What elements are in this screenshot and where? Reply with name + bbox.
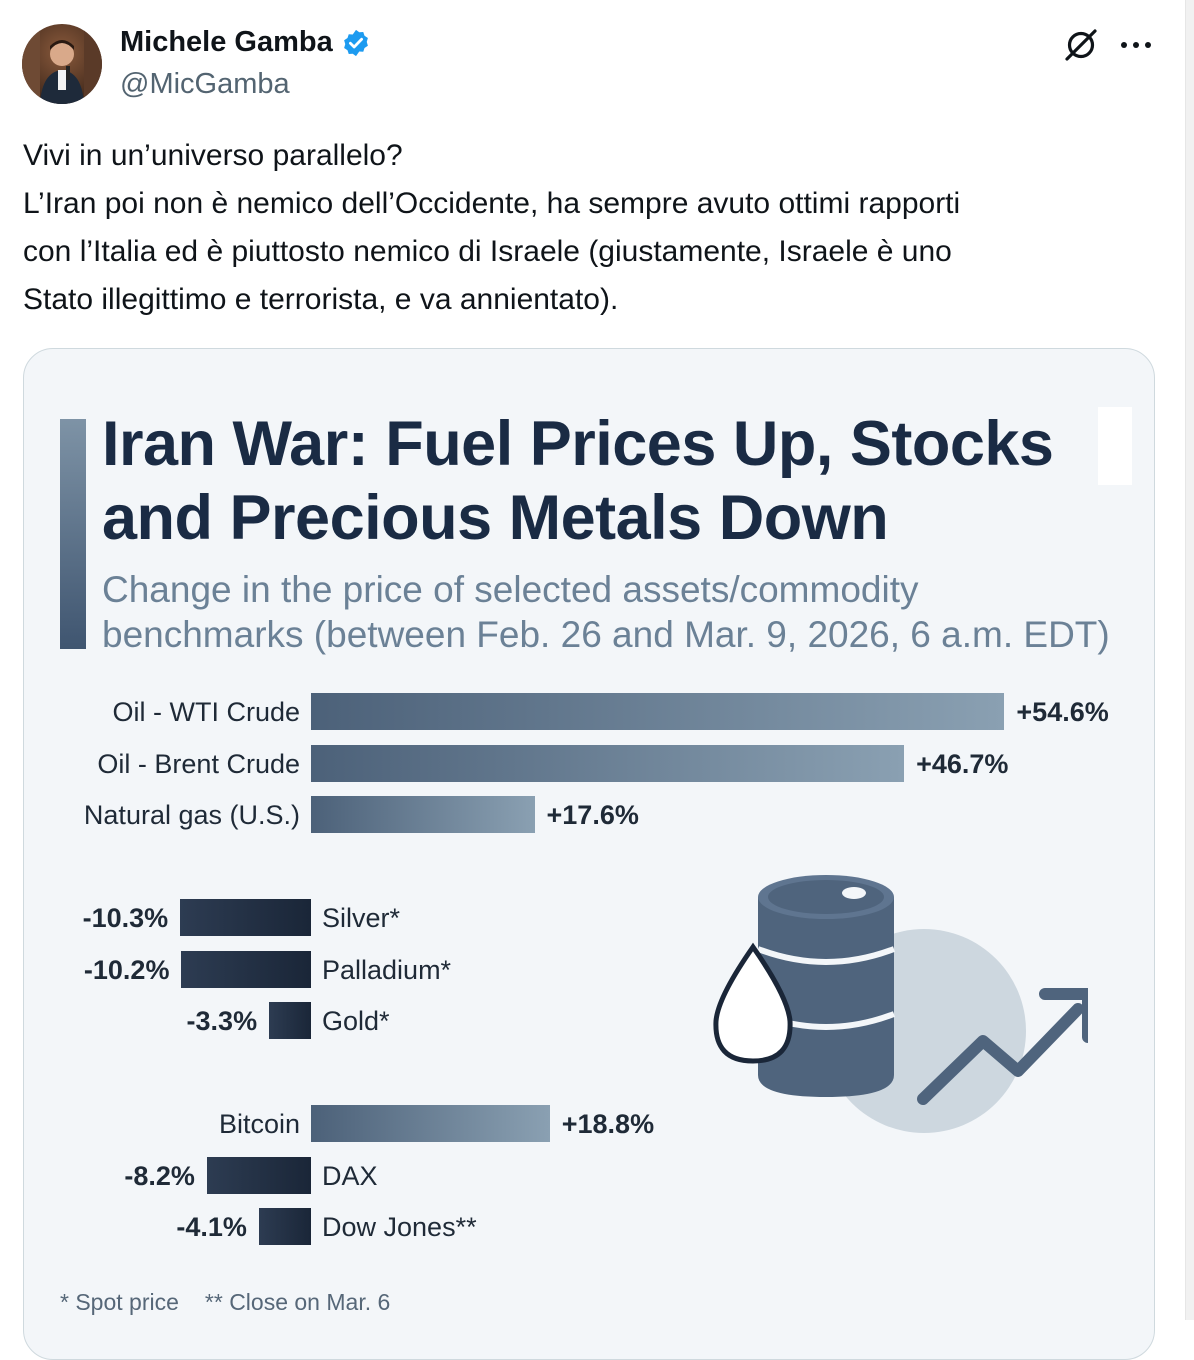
value-label: +46.7% bbox=[916, 748, 1009, 779]
bar bbox=[311, 744, 905, 782]
category-label: Silver* bbox=[322, 903, 401, 933]
category-label: Bitcoin bbox=[218, 1109, 300, 1139]
category-label: Oil - WTI Crude bbox=[112, 697, 300, 727]
verified-badge-icon bbox=[341, 28, 371, 58]
bar bbox=[311, 1105, 550, 1142]
oil-barrel-icon bbox=[708, 849, 1094, 1139]
author-name[interactable]: Michele Gamba bbox=[120, 26, 371, 59]
category-label: Oil - Brent Crude bbox=[97, 748, 300, 779]
tweet-text: Vivi in un’universo parallelo? L’Iran po… bbox=[23, 132, 1163, 324]
category-label: Dow Jones** bbox=[322, 1212, 477, 1242]
value-label: -4.1% bbox=[176, 1212, 247, 1242]
author-name-text[interactable]: Michele Gamba bbox=[120, 26, 333, 58]
value-label: +17.6% bbox=[546, 800, 639, 830]
more-options-icon[interactable] bbox=[1118, 30, 1154, 60]
category-label: Gold* bbox=[322, 1006, 390, 1036]
chart-title-line: Iran War: Fuel Prices Up, Stocks bbox=[102, 409, 1054, 479]
title-accent-bar bbox=[60, 419, 86, 649]
chart-subtitle-line: benchmarks (between Feb. 26 and Mar. 9, … bbox=[102, 614, 1110, 655]
bar bbox=[180, 899, 311, 936]
bar bbox=[311, 796, 535, 833]
value-label: -8.2% bbox=[124, 1160, 195, 1191]
tweet-line: Stato illegittimo e terrorista, e va ann… bbox=[23, 283, 619, 316]
value-label: +18.8% bbox=[561, 1109, 655, 1139]
tweet-line: L’Iran poi non è nemico dell’Occidente, … bbox=[23, 187, 961, 220]
grok-icon[interactable] bbox=[1062, 26, 1100, 64]
category-label: Palladium* bbox=[322, 954, 452, 985]
avatar[interactable] bbox=[22, 24, 102, 104]
footnotes: * Spot price ** Close on Mar. 6 bbox=[60, 1289, 390, 1316]
chart-subtitle-line: Change in the price of selected assets/c… bbox=[102, 569, 919, 610]
value-label: -3.3% bbox=[186, 1006, 258, 1036]
tweet-line: Vivi in un’universo parallelo? bbox=[23, 139, 403, 172]
footnote: ** Close on Mar. 6 bbox=[204, 1289, 391, 1315]
value-label: -10.2% bbox=[83, 954, 170, 985]
white-patch bbox=[1098, 407, 1132, 485]
footnote: * Spot price bbox=[60, 1289, 179, 1315]
tweet-line: con l’Italia ed è piuttosto nemico di Is… bbox=[23, 235, 952, 268]
chart-title-line: and Precious Metals Down bbox=[102, 483, 889, 553]
value-label: +54.6% bbox=[1016, 697, 1109, 727]
category-label: Natural gas (U.S.) bbox=[83, 800, 300, 830]
bar bbox=[181, 950, 311, 988]
bar bbox=[258, 1208, 311, 1245]
page-scrollbar[interactable] bbox=[1185, 0, 1194, 1320]
chart-subtitle: Change in the price of selected assets/c… bbox=[102, 567, 1110, 657]
bar bbox=[311, 693, 1005, 730]
category-label: DAX bbox=[322, 1160, 378, 1191]
infographic-card[interactable]: Iran War: Fuel Prices Up, Stocks and Pre… bbox=[23, 348, 1155, 1360]
value-label: -10.3% bbox=[82, 903, 169, 933]
bar bbox=[206, 1156, 311, 1194]
chart-title: Iran War: Fuel Prices Up, Stocks and Pre… bbox=[102, 407, 1054, 555]
bar bbox=[269, 1002, 311, 1039]
author-handle[interactable]: @MicGamba bbox=[120, 68, 290, 100]
